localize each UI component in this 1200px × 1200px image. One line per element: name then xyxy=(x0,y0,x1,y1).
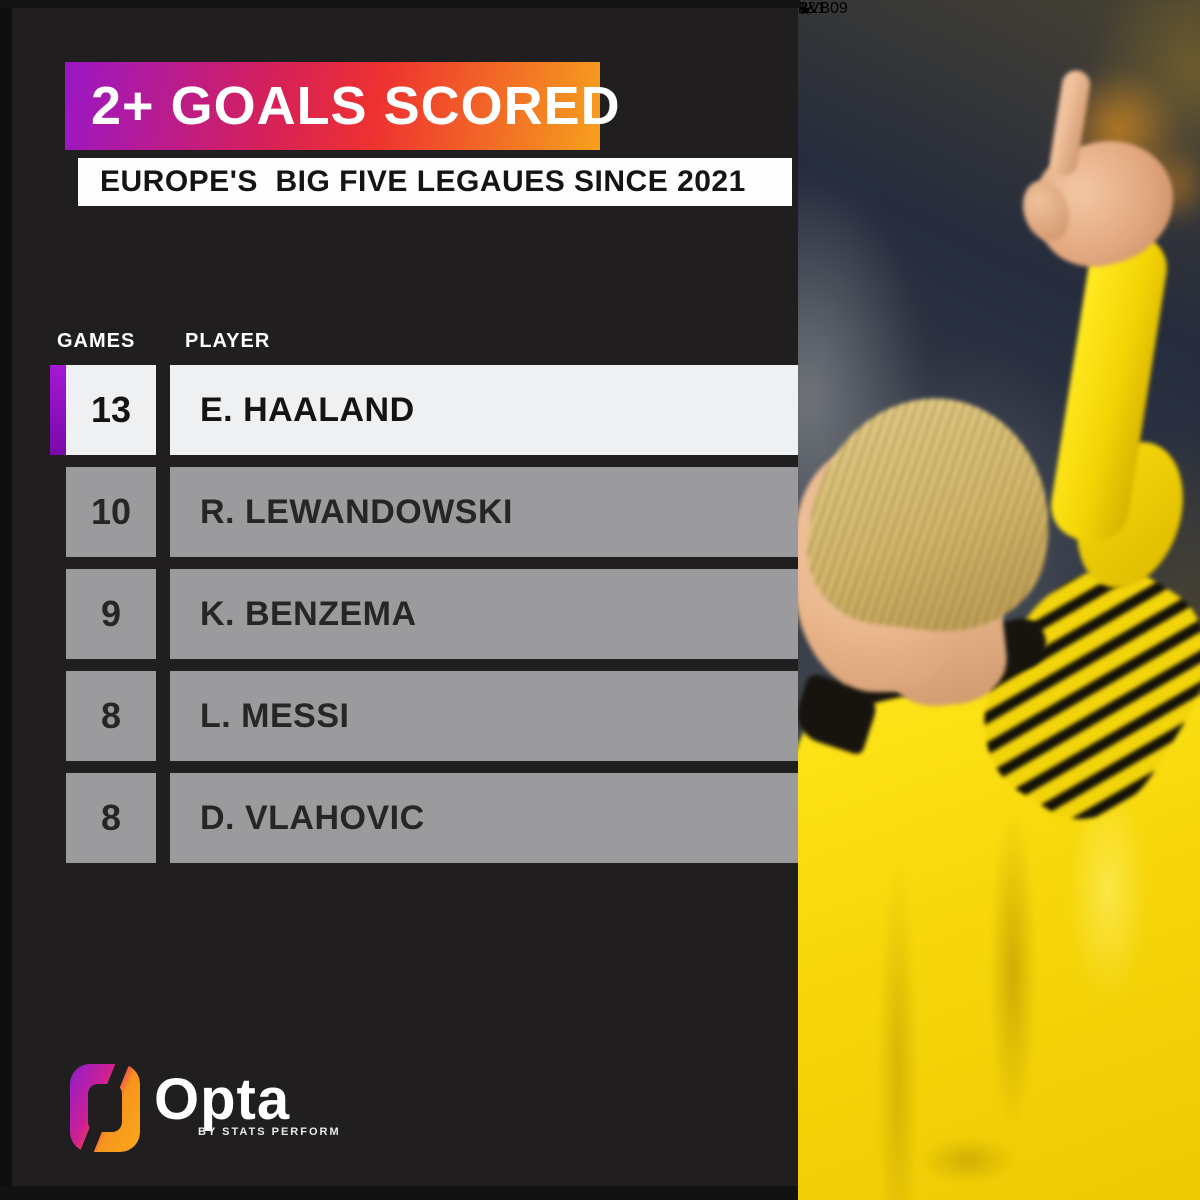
leaderboard-table: 13 E. HAALAND 10 R. LEWANDOWSKI 9 K. BEN… xyxy=(50,365,798,875)
page-subtitle: EUROPE'S BIG FIVE LEGAUES SINCE 2021 xyxy=(100,165,746,198)
title-banner: 2+ GOALS SCORED xyxy=(65,62,620,150)
crest-text: BVB09 xyxy=(798,0,848,17)
opta-logo-slash xyxy=(78,1055,131,1161)
table-row: 9 K. BENZEMA xyxy=(66,569,798,659)
frame-edge-top xyxy=(0,0,800,8)
player-cell: D. VLAHOVIC xyxy=(170,773,798,863)
frame-edge-bottom xyxy=(0,1186,798,1200)
brand-name: Opta xyxy=(154,1067,291,1132)
table-row: 8 L. MESSI xyxy=(66,671,798,761)
cell-divider xyxy=(156,569,170,659)
table-row: 13 E. HAALAND xyxy=(50,365,798,455)
championship-star-icon: ★ xyxy=(798,2,813,19)
player-photo: ★ BVB09 1&1 xyxy=(798,0,1200,1200)
cell-divider xyxy=(156,773,170,863)
games-cell: 8 xyxy=(66,671,156,761)
player-cell: E. HAALAND xyxy=(170,365,798,455)
column-header-games: GAMES xyxy=(57,330,136,352)
table-row: 8 D. VLAHOVIC xyxy=(66,773,798,863)
games-cell: 10 xyxy=(66,467,156,557)
games-cell: 8 xyxy=(66,773,156,863)
frame-edge-left xyxy=(0,0,12,1200)
cell-divider xyxy=(156,365,170,455)
cell-divider xyxy=(156,467,170,557)
bvb-crest-icon: BVB09 xyxy=(798,0,848,18)
player-cell: L. MESSI xyxy=(170,671,798,761)
games-cell: 9 xyxy=(66,569,156,659)
page-title: 2+ GOALS SCORED xyxy=(91,76,621,136)
player-cell: K. BENZEMA xyxy=(170,569,798,659)
opta-logo-icon xyxy=(70,1055,140,1161)
brand-subtext: BY STATS PERFORM xyxy=(198,1126,341,1138)
sponsor-text: 1&1 xyxy=(798,0,827,17)
column-header-player: PLAYER xyxy=(185,330,271,352)
games-cell: 13 xyxy=(66,365,156,455)
table-row: 10 R. LEWANDOWSKI xyxy=(66,467,798,557)
player-cell: R. LEWANDOWSKI xyxy=(170,467,798,557)
subtitle-bar: EUROPE'S BIG FIVE LEGAUES SINCE 2021 xyxy=(78,158,792,206)
cell-divider xyxy=(156,671,170,761)
sponsor-patch: 1&1 xyxy=(798,0,826,18)
